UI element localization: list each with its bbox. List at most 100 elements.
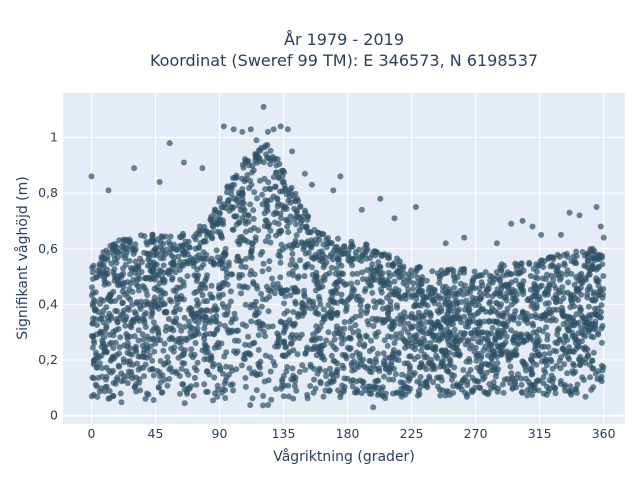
data-point	[235, 189, 242, 196]
chart-title-line1: År 1979 - 2019	[284, 30, 404, 49]
data-point	[380, 251, 387, 258]
data-point	[450, 383, 457, 390]
data-point	[388, 334, 395, 340]
data-point	[301, 273, 308, 280]
data-point	[258, 290, 265, 297]
data-point	[272, 343, 279, 350]
data-point	[301, 170, 308, 177]
data-point	[525, 378, 532, 385]
data-point	[381, 373, 387, 380]
data-point	[173, 338, 180, 345]
data-point	[548, 309, 555, 316]
data-point	[265, 402, 272, 408]
data-point	[413, 332, 420, 338]
data-point	[262, 238, 269, 245]
data-point	[267, 161, 274, 168]
data-point	[450, 389, 457, 396]
data-point	[446, 286, 453, 293]
data-point	[550, 263, 557, 270]
data-point	[397, 272, 404, 279]
data-point	[482, 335, 489, 342]
data-point	[570, 315, 576, 322]
data-point	[222, 377, 229, 384]
data-point	[245, 158, 252, 165]
data-point	[129, 301, 135, 308]
data-point	[388, 326, 395, 333]
data-point	[341, 319, 348, 325]
data-point	[265, 308, 272, 315]
data-point	[157, 302, 164, 309]
data-point	[396, 258, 403, 265]
data-point	[576, 212, 583, 219]
data-point	[304, 213, 311, 220]
data-point	[527, 356, 534, 363]
chart-title-line2: Koordinat (Sweref 99 TM): E 346573, N 61…	[150, 51, 538, 70]
data-point	[230, 226, 237, 233]
data-point	[160, 361, 167, 368]
data-point	[214, 228, 221, 235]
data-point	[550, 282, 557, 289]
data-point	[89, 300, 96, 307]
data-point	[168, 252, 175, 259]
data-point	[566, 209, 573, 216]
data-point	[155, 329, 162, 336]
data-point	[431, 365, 438, 372]
data-point	[242, 220, 249, 227]
data-point	[363, 310, 370, 316]
data-point	[424, 344, 431, 351]
data-point	[151, 348, 158, 355]
data-point	[156, 369, 163, 376]
y-tick-label: 1	[50, 130, 58, 145]
data-point	[235, 337, 242, 344]
data-point	[92, 289, 99, 296]
data-point	[372, 248, 379, 255]
data-point	[552, 385, 559, 392]
data-point	[520, 267, 527, 274]
data-point	[203, 349, 209, 356]
data-point	[277, 123, 284, 130]
data-point	[449, 376, 455, 383]
data-point	[248, 169, 255, 176]
data-point	[498, 261, 505, 268]
x-tick-label: 225	[400, 426, 424, 441]
data-point	[129, 288, 136, 295]
data-point	[239, 215, 246, 221]
data-point	[224, 281, 231, 288]
data-point	[558, 231, 564, 238]
data-point	[100, 340, 107, 347]
data-point	[225, 371, 232, 378]
data-point	[103, 304, 110, 311]
data-point	[111, 256, 118, 263]
data-point	[240, 205, 247, 212]
data-point	[536, 262, 543, 269]
data-point	[284, 126, 291, 133]
data-point	[390, 365, 397, 372]
data-point	[123, 331, 130, 337]
data-point	[118, 378, 125, 385]
data-point	[116, 315, 123, 322]
data-point	[106, 395, 113, 401]
data-point	[99, 365, 105, 372]
data-point	[229, 271, 236, 278]
data-point	[167, 268, 174, 275]
data-point	[242, 375, 249, 381]
data-point	[596, 292, 603, 299]
data-point	[290, 309, 297, 315]
data-point	[381, 337, 388, 344]
data-point	[241, 356, 248, 363]
data-points	[88, 103, 607, 411]
data-point	[457, 269, 464, 276]
data-point	[363, 333, 370, 340]
data-point	[202, 320, 209, 327]
data-point	[195, 300, 202, 307]
data-point	[284, 364, 291, 370]
data-point	[120, 241, 127, 248]
data-point	[517, 314, 523, 321]
data-point	[587, 374, 593, 381]
data-point	[128, 324, 135, 331]
data-point	[466, 358, 473, 365]
data-point	[178, 262, 185, 269]
data-point	[181, 314, 188, 321]
data-point	[244, 284, 251, 291]
data-point	[415, 326, 422, 333]
